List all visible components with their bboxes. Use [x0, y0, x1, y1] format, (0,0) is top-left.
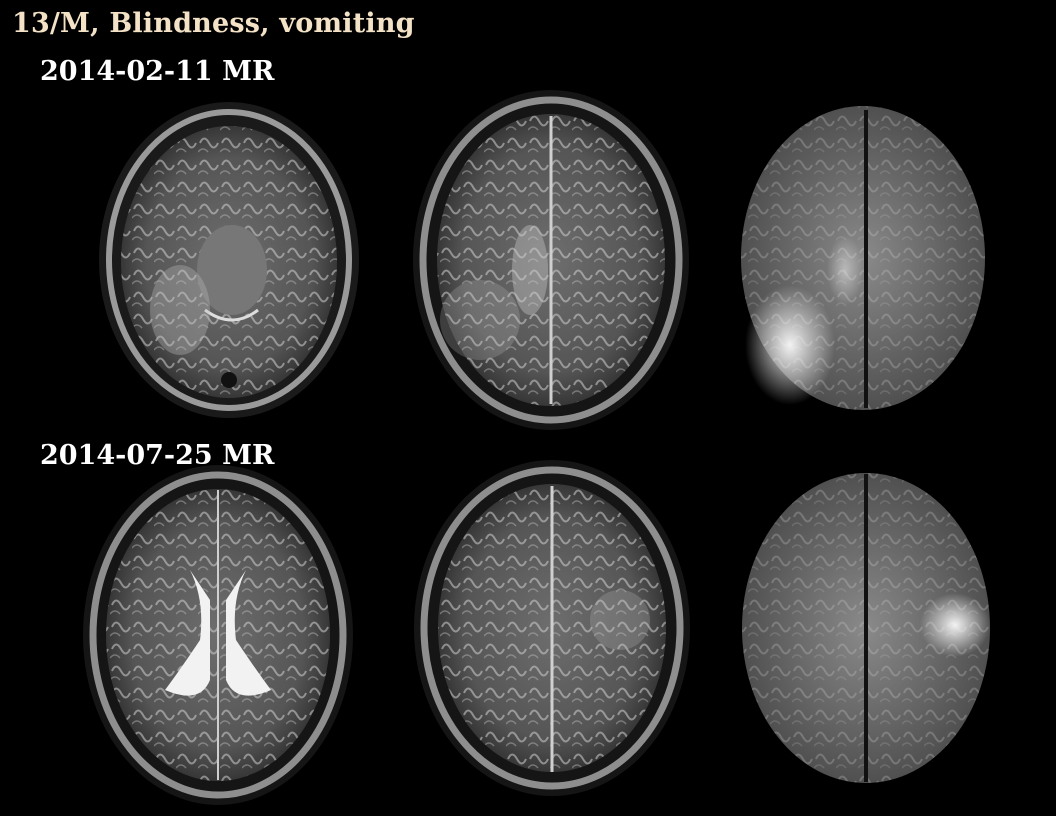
study-date-label-2: 2014-07-25 MR	[40, 440, 275, 471]
study-date-label-1: 2014-02-11 MR	[40, 56, 275, 87]
mri-dwi-1	[741, 106, 985, 410]
mri-t2-axial-1b	[413, 90, 689, 430]
mri-t2-axial-2b	[414, 460, 690, 796]
case-caption: 13/M, Blindness, vomiting	[12, 8, 415, 39]
mri-t2-axial-1a	[99, 102, 359, 418]
mri-t2-axial-2a	[83, 465, 353, 805]
mri-dwi-2	[742, 473, 990, 783]
